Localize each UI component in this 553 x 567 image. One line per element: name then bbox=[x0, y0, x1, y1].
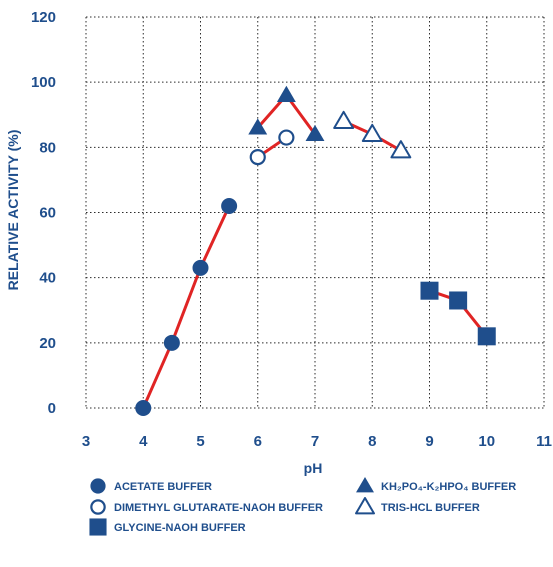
x-tick-label: 8 bbox=[368, 433, 376, 450]
y-tick-label: 60 bbox=[39, 205, 56, 222]
x-tick-label: 9 bbox=[425, 433, 433, 450]
data-points bbox=[135, 85, 496, 416]
data-point-s3-1 bbox=[276, 85, 296, 102]
data-point-s2-0 bbox=[420, 281, 439, 300]
data-point-s4-2 bbox=[390, 140, 412, 159]
x-tick-label: 10 bbox=[478, 433, 495, 450]
data-point-s1-1 bbox=[278, 129, 295, 146]
data-point-s3-0 bbox=[248, 118, 268, 135]
legend-marker-3 bbox=[356, 477, 374, 493]
legend-label-0: ACETATE BUFFER bbox=[114, 481, 212, 493]
legend-label-4: TRIS-HCL BUFFER bbox=[381, 502, 480, 514]
x-tick-label: 4 bbox=[139, 433, 148, 450]
data-point-s0-2 bbox=[192, 259, 209, 276]
data-point-s2-2 bbox=[477, 327, 496, 346]
legend-marker-1 bbox=[90, 499, 106, 515]
series-line-0 bbox=[141, 205, 231, 409]
data-point-s0-0 bbox=[135, 400, 152, 416]
data-point-s4-0 bbox=[333, 110, 355, 130]
data-point-s2-1 bbox=[449, 291, 468, 310]
grid bbox=[85, 16, 545, 409]
legend-marker-0 bbox=[90, 478, 106, 494]
legend-label-2: GLYCINE-NAOH BUFFER bbox=[114, 522, 246, 534]
x-tick-label: 3 bbox=[82, 433, 90, 450]
y-axis-label: RELATIVE ACTIVITY (%) bbox=[5, 130, 21, 291]
y-tick-label: 40 bbox=[39, 270, 56, 287]
y-tick-label: 100 bbox=[31, 74, 56, 91]
data-point-s0-3 bbox=[221, 197, 238, 214]
x-tick-label: 7 bbox=[311, 433, 319, 450]
x-tick-label: 6 bbox=[254, 433, 262, 450]
data-point-s3-2 bbox=[305, 124, 325, 142]
data-point-s4-1 bbox=[361, 123, 383, 143]
y-tick-label: 20 bbox=[39, 335, 56, 352]
legend-label-3: KH₂PO₄-K₂HPO₄ BUFFER bbox=[381, 481, 516, 493]
legend-label-1: DIMETHYL GLUTARATE-NAOH BUFFER bbox=[114, 502, 323, 514]
y-tick-label: 0 bbox=[48, 400, 56, 417]
y-tick-label: 80 bbox=[39, 139, 56, 156]
y-tick-label: 120 bbox=[31, 9, 56, 26]
data-point-s1-0 bbox=[249, 149, 266, 166]
x-tick-label: 11 bbox=[536, 433, 552, 450]
legend-marker-4 bbox=[355, 497, 375, 515]
x-tick-label: 5 bbox=[196, 433, 204, 450]
legend-marker-2 bbox=[89, 518, 107, 536]
data-point-s0-1 bbox=[163, 334, 180, 351]
x-axis-label: pH bbox=[304, 460, 323, 476]
legend: ACETATE BUFFER DIMETHYL GLUTARATE-NAOH BU… bbox=[89, 477, 516, 536]
tick-labels: 0 20 40 60 80 100 120 3 4 5 6 7 8 9 10 11 bbox=[31, 9, 552, 450]
